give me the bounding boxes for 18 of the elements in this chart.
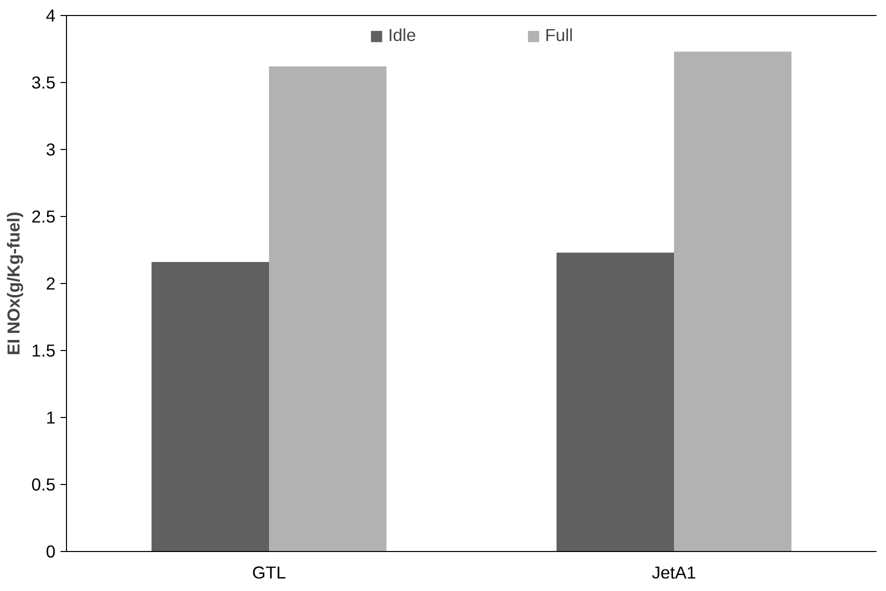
y-tick-label: 2.5 [31, 206, 56, 226]
bar [269, 66, 386, 552]
y-tick-label: 1 [46, 408, 56, 428]
y-tick-label: 3 [46, 140, 56, 160]
x-tick-label: JetA1 [652, 562, 696, 582]
y-axis-title: EI NOx(g/Kg-fuel) [3, 212, 24, 356]
legend-label: Idle [388, 25, 416, 46]
y-tick-label: 0.5 [31, 474, 56, 494]
legend-label: Full [545, 25, 573, 46]
y-tick-label: 3.5 [31, 72, 56, 92]
y-tick-label: 2 [46, 274, 56, 294]
x-tick-label: GTL [252, 562, 286, 582]
y-tick-label: 4 [46, 6, 56, 26]
y-tick-label: 1.5 [31, 340, 56, 360]
y-tick-label: 0 [46, 542, 56, 562]
bar [152, 262, 269, 552]
bar [674, 52, 792, 552]
bar [556, 252, 674, 552]
